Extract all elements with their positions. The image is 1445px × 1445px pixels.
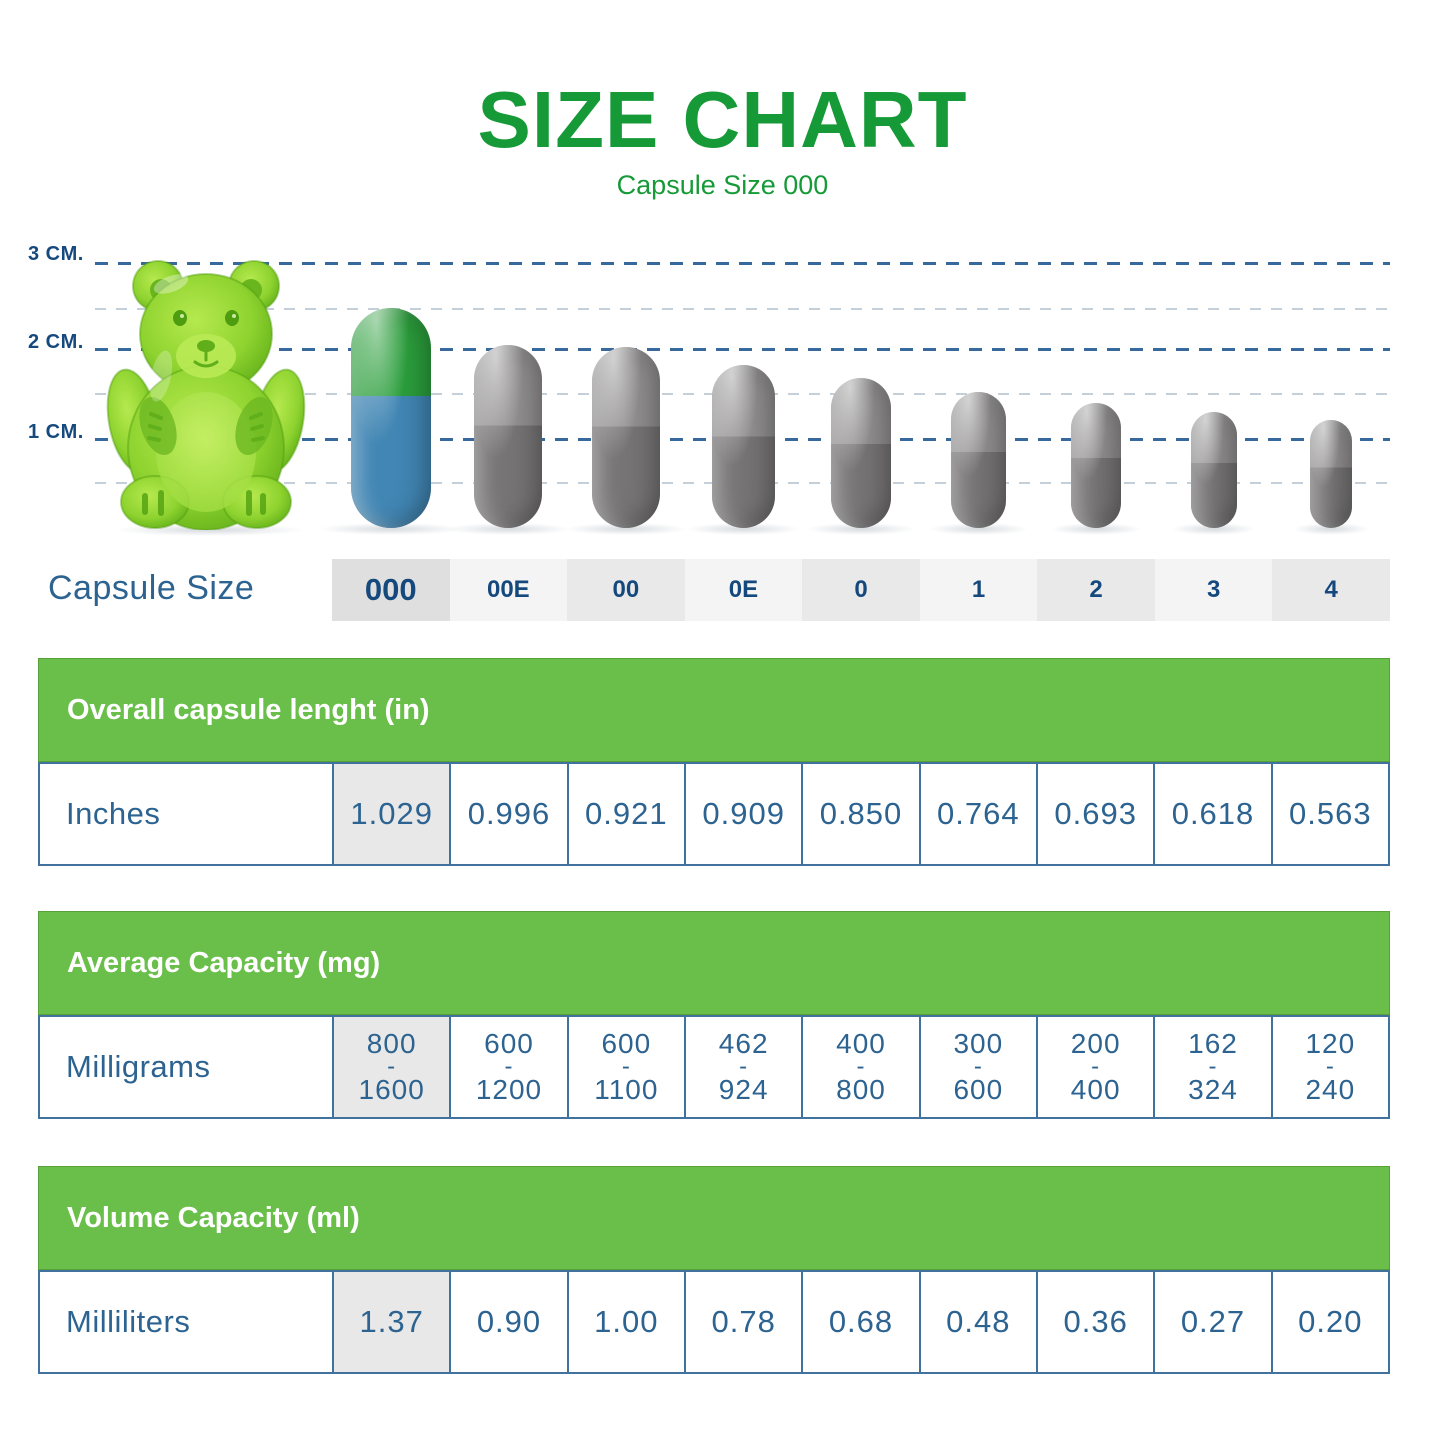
capsule-gloss — [350, 308, 431, 528]
average-capacity-value-4: 120-240 — [1270, 1017, 1388, 1117]
table-header-text: Volume Capacity (ml) — [67, 1201, 360, 1234]
overall-capsule-length-value-3: 0.618 — [1153, 764, 1270, 864]
volume-capacity-value-2: 0.36 — [1036, 1272, 1153, 1372]
capsule-gloss — [831, 378, 891, 528]
table-header-overall-length: Overall capsule lenght (in) — [38, 658, 1390, 762]
overall-capsule-length-value-2: 0.693 — [1036, 764, 1153, 864]
gummy-bear-icon — [106, 260, 306, 530]
ruler-label-3cm: 3 CM. — [28, 243, 84, 265]
capsule-shadow — [1051, 523, 1142, 535]
capsule-shadow — [1293, 523, 1370, 535]
size-cell-000: 000 — [332, 559, 450, 621]
capsule-shadow — [686, 523, 801, 535]
capsule-1 — [951, 392, 1007, 528]
volume-capacity-value-00E: 0.90 — [449, 1272, 566, 1372]
capsule-size-cells: 000 00E 00 0E 0 1 2 3 4 — [332, 559, 1390, 621]
volume-capacity-value-00: 1.00 — [566, 1272, 684, 1372]
page-subtitle: Capsule Size 000 — [616, 170, 829, 200]
table-volume-capacity: Volume Capacity (ml) Milliliters 1.37 0.9… — [38, 1166, 1390, 1374]
table-row-milliliters: Milliliters 1.37 0.90 1.00 0.78 0.68 0.48 0.36… — [38, 1270, 1390, 1374]
average-capacity-value-1: 300-600 — [918, 1017, 1036, 1117]
volume-capacity-value-000: 1.37 — [332, 1272, 450, 1372]
ruler-line-3cm — [95, 262, 1390, 265]
capsule-000 — [350, 308, 431, 528]
size-cell-00: 00 — [567, 559, 685, 621]
capsule-shadow — [318, 523, 463, 535]
capsule-size-figure: 3 CM. 2 CM. 1 CM. — [0, 230, 1445, 630]
table-header-average-capacity: Average Capacity (mg) — [38, 911, 1390, 1015]
table-header-text: Overall capsule lenght (in) — [67, 693, 430, 726]
capsule-4 — [1310, 420, 1353, 528]
overall-capsule-length-value-1: 0.764 — [918, 764, 1036, 864]
overall-capsule-length-value-00: 0.921 — [566, 764, 684, 864]
size-cell-00E: 00E — [449, 559, 568, 621]
volume-capacity-value-0E: 0.78 — [684, 1272, 801, 1372]
capsule-shadow — [564, 523, 688, 535]
capsule-gloss — [1071, 403, 1122, 528]
capsule-2 — [1071, 403, 1122, 528]
size-cell-0: 0 — [802, 559, 920, 621]
overall-capsule-length-value-0E: 0.909 — [684, 764, 801, 864]
overall-capsule-length-value-000: 1.029 — [332, 764, 450, 864]
capsule-size-row-label: Capsule Size — [48, 569, 255, 607]
capsule-0E — [711, 365, 775, 528]
volume-capacity-value-1: 0.48 — [918, 1272, 1036, 1372]
capsule-shadow — [929, 523, 1029, 535]
overall-capsule-length-value-4: 0.563 — [1270, 764, 1388, 864]
volume-capacity-value-3: 0.27 — [1153, 1272, 1270, 1372]
capsule-size-row: Capsule Size 000 00E 00 0E 0 1 2 3 4 — [0, 559, 1445, 621]
ruler-line-2cm — [95, 348, 1390, 351]
page-title: SIZE CHART — [477, 75, 968, 164]
ruler-label-1cm: 1 CM. — [28, 421, 84, 443]
table-row-inches: Inches 1.029 0.996 0.921 0.909 0.850 0.764 0.6… — [38, 762, 1390, 866]
capsule-gloss — [1310, 420, 1353, 528]
average-capacity-value-000: 800-1600 — [332, 1017, 450, 1117]
row-label-milligrams: Milligrams — [66, 1049, 211, 1084]
volume-capacity-value-0: 0.68 — [801, 1272, 918, 1372]
overall-capsule-length-value-0: 0.850 — [801, 764, 918, 864]
size-cell-1: 1 — [919, 559, 1038, 621]
capsule-shadow — [1172, 523, 1256, 535]
overall-capsule-length-value-00E: 0.996 — [449, 764, 566, 864]
size-cell-3: 3 — [1154, 559, 1273, 621]
row-label-inches: Inches — [66, 796, 161, 831]
capsule-gloss — [1190, 412, 1237, 528]
capsule-gloss — [474, 345, 543, 528]
table-overall-capsule-length: Overall capsule lenght (in) Inches 1.029… — [38, 658, 1390, 866]
capsule-gloss — [591, 347, 660, 528]
table-row-milligrams: Milligrams 800-1600 600-1200 600-1100 462-9… — [38, 1015, 1390, 1119]
capsule-shadow — [447, 523, 570, 535]
capsule-gloss — [951, 392, 1007, 528]
size-cell-4: 4 — [1272, 559, 1390, 621]
size-cell-2: 2 — [1037, 559, 1155, 621]
capsule-shadow — [807, 523, 915, 535]
volume-capacity-value-4: 0.20 — [1270, 1272, 1388, 1372]
ruler-line-2-5cm — [95, 308, 1390, 310]
average-capacity-value-0E: 462-924 — [684, 1017, 801, 1117]
capsule-0 — [831, 378, 891, 528]
capsule-00E — [474, 345, 543, 528]
row-label-milliliters: Milliliters — [66, 1304, 191, 1339]
capsule-00 — [591, 347, 660, 528]
average-capacity-value-00: 600-1100 — [566, 1017, 684, 1117]
table-average-capacity: Average Capacity (mg) Milligrams 800-160… — [38, 911, 1390, 1119]
table-header-volume-capacity: Volume Capacity (ml) — [38, 1166, 1390, 1270]
average-capacity-value-3: 162-324 — [1153, 1017, 1270, 1117]
size-cell-0E: 0E — [684, 559, 803, 621]
average-capacity-value-2: 200-400 — [1036, 1017, 1153, 1117]
table-header-text: Average Capacity (mg) — [67, 946, 381, 979]
ruler-label-2cm: 2 CM. — [28, 331, 84, 353]
capsule-3 — [1190, 412, 1237, 528]
capsule-gloss — [711, 365, 775, 528]
average-capacity-value-0: 400-800 — [801, 1017, 918, 1117]
average-capacity-value-00E: 600-1200 — [449, 1017, 566, 1117]
